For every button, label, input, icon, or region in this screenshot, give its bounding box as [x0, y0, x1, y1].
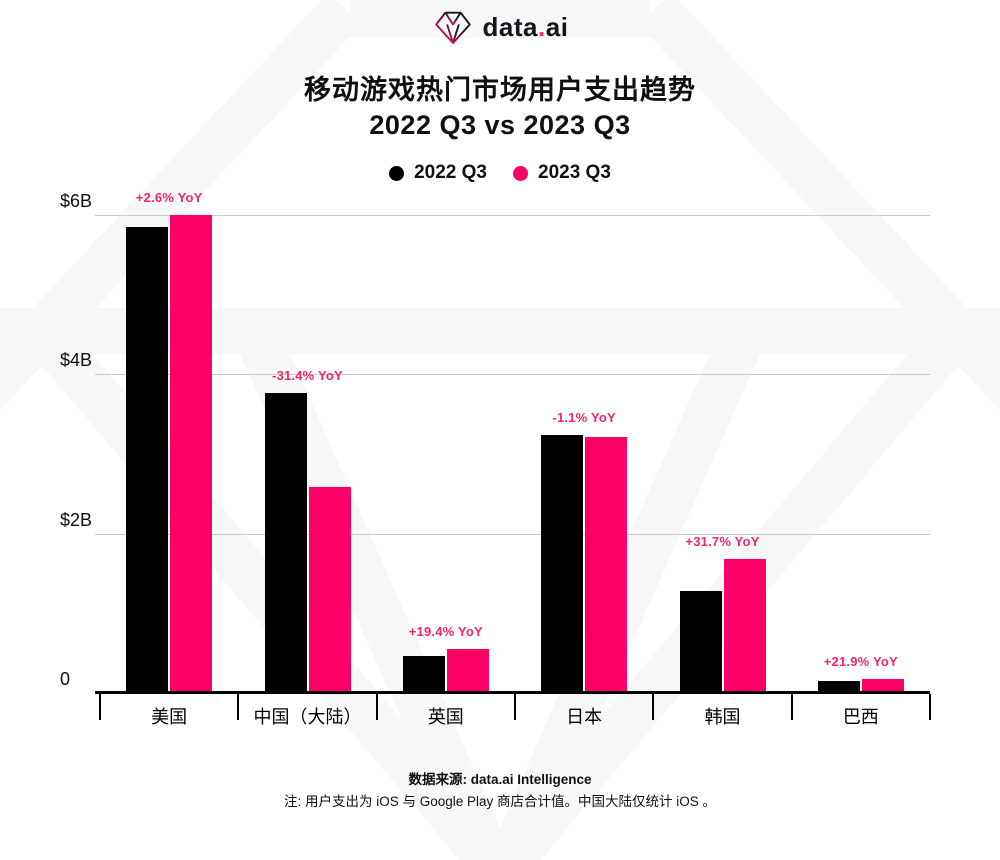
bar-2023-日本 — [585, 437, 628, 693]
bar-2023-韩国 — [723, 559, 766, 693]
dataai-gem-logo-icon — [434, 11, 471, 44]
x-axis-category-巴西: 巴西 — [842, 707, 879, 727]
x-axis-category-英国: 英国 — [427, 707, 464, 727]
x-axis-tick — [652, 694, 655, 720]
x-axis-tick — [790, 694, 793, 720]
dataai-logo-text: data.ai — [482, 11, 569, 42]
legend: 2022 Q3 2023 Q3 — [0, 162, 1000, 184]
y-axis-label-0: 0 — [60, 669, 71, 689]
chart-subtitle: 2022 Q3 vs 2023 Q3 — [369, 110, 631, 140]
x-axis-category-中国（大陆）: 中国（大陆） — [253, 707, 362, 727]
bar-2023-英国 — [446, 649, 489, 693]
bar-2023-中国（大陆） — [308, 487, 351, 693]
chart-title: 移动游戏热门市场用户支出趋势 — [304, 75, 696, 105]
y-axis-label-$2B: $2B — [60, 509, 93, 530]
legend-item-2023-q3: 2023 Q3 — [513, 162, 611, 184]
bar-2022-美国 — [126, 227, 169, 693]
data-source-text: 数据来源: data.ai Intelligence — [408, 772, 592, 787]
x-axis-tick — [375, 694, 378, 720]
yoy-label-英国: +19.4% YoY — [408, 624, 483, 639]
x-axis-category-日本: 日本 — [566, 707, 603, 727]
gridline-$4B — [95, 374, 930, 376]
yoy-label-韩国: +31.7% YoY — [685, 534, 760, 549]
bar-2022-英国 — [402, 656, 445, 693]
yoy-label-日本: -1.1% YoY — [552, 410, 616, 425]
x-axis-category-韩国: 韩国 — [704, 707, 741, 727]
y-axis-label-$4B: $4B — [60, 350, 93, 371]
x-axis-tick — [237, 694, 240, 720]
yoy-label-中国（大陆）: -31.4% YoY — [272, 368, 343, 383]
bar-2022-日本 — [541, 435, 584, 693]
yoy-label-美国: +2.6% YoY — [135, 190, 203, 205]
legend-item-2022-q3: 2022 Q3 — [389, 162, 487, 184]
logo-dot: . — [538, 11, 546, 42]
gridline-$6B — [95, 215, 930, 216]
bar-2023-美国 — [170, 215, 213, 693]
x-axis-category-美国: 美国 — [151, 707, 188, 727]
footer: 数据来源: data.ai Intelligence 注: 用户支出为 iOS … — [0, 769, 1000, 813]
bar-2022-中国（大陆） — [264, 393, 307, 693]
legend-label: 2022 Q3 — [414, 162, 487, 183]
y-axis-label-$6B: $6B — [60, 191, 93, 211]
footnote-text: 注: 用户支出为 iOS 与 Google Play 商店合计值。中国大陆仅统计… — [283, 794, 717, 809]
x-axis-tick — [99, 694, 101, 720]
x-axis-tick — [514, 694, 516, 720]
bar-2022-韩国 — [679, 591, 722, 693]
yoy-label-巴西: +21.9% YoY — [823, 654, 898, 669]
legend-dot-icon — [389, 165, 405, 181]
gridline-$2B — [95, 533, 930, 535]
legend-dot-icon — [513, 165, 528, 181]
legend-label: 2023 Q3 — [538, 162, 611, 183]
dataai-logo: data.ai — [0, 6, 1000, 48]
x-axis-tick — [929, 694, 931, 720]
x-axis-baseline — [95, 691, 930, 694]
